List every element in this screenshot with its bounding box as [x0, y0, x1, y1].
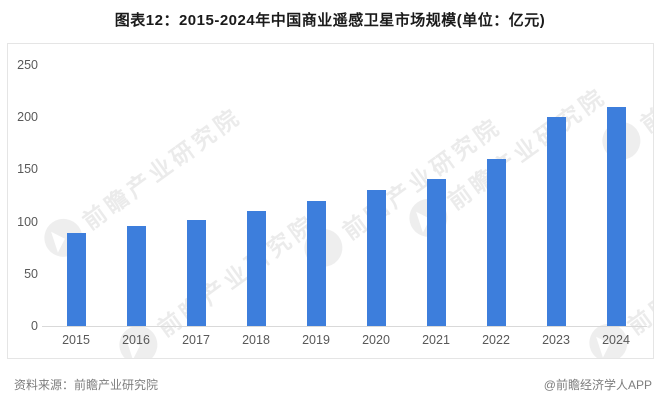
bar-2015 [66, 233, 86, 326]
y-axis-tick-label: 50 [24, 266, 38, 281]
bar-2016 [126, 226, 146, 326]
y-axis-tick-label: 250 [17, 58, 38, 72]
x-axis-tick-label: 2016 [122, 333, 150, 347]
x-axis-tick-label: 2022 [482, 333, 510, 347]
page-title: 图表12：2015-2024年中国商业遥感卫星市场规模(单位：亿元) [114, 12, 546, 29]
credit: @前瞻经济学人APP [543, 378, 652, 392]
footer: 资料来源：前瞻产业研究院 @前瞻经济学人APP [14, 376, 652, 393]
x-axis-tick-label: 2015 [62, 333, 90, 347]
x-axis: 2015 2016 2017 2018 2019 2020 2021 2022 2023 2024 [46, 333, 646, 347]
bar-2020 [366, 190, 386, 326]
bar-plot [46, 65, 646, 326]
x-axis-tick-label: 2017 [182, 333, 210, 347]
y-axis-tick-label: 150 [17, 162, 38, 177]
bar-2022 [486, 159, 506, 326]
x-axis-tick-label: 2018 [242, 333, 270, 347]
x-axis-tick-label: 2024 [602, 333, 630, 347]
bar-2017 [186, 220, 206, 326]
bar-2019 [306, 201, 326, 326]
y-axis-tick-label: 100 [17, 214, 38, 229]
x-axis-tick-label: 2020 [362, 333, 390, 347]
y-axis-tick-label: 0 [31, 319, 38, 333]
bar-2023 [546, 117, 566, 326]
x-axis-tick-label: 2023 [542, 333, 570, 347]
bar-2018 [246, 211, 266, 326]
bar-2021 [426, 179, 446, 326]
x-axis-tick-label: 2021 [422, 333, 450, 347]
x-axis-tick-label: 2019 [302, 333, 330, 347]
source-note: 资料来源：前瞻产业研究院 [14, 378, 159, 392]
chart-area: 前瞻产业研究院 前瞻产业研究院 前瞻产业研究院 前瞻产业研究院 前瞻产业研究院 前瞻产业研… [7, 43, 654, 359]
bar-2024 [606, 107, 626, 326]
x-axis-line [42, 326, 647, 327]
y-axis-tick-label: 200 [17, 110, 38, 125]
